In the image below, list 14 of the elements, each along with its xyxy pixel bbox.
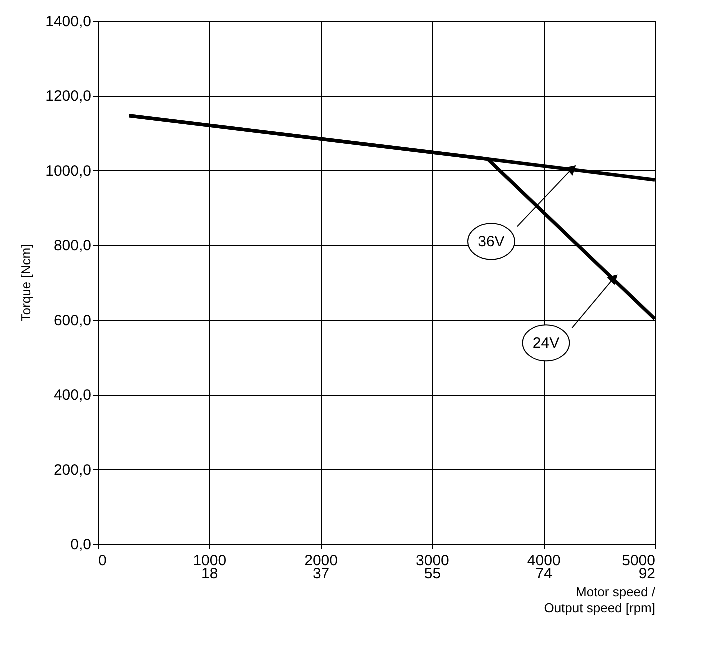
y-tick-label: 0,0 (70, 536, 92, 554)
y-axis-title: Torque [Ncm] (18, 244, 34, 322)
text: 24V (532, 335, 560, 352)
y-tick-label: 400,0 (54, 387, 92, 404)
y-tick-label: 1200,0 (46, 88, 92, 106)
y-tick-label: 800,0 (54, 238, 92, 255)
y-tick-label: 1000,0 (46, 162, 92, 180)
y-tick-label: 1400,0 (46, 14, 92, 30)
text: 36V (478, 234, 505, 251)
x-axis-title: Motor speed / (576, 584, 656, 600)
x2-axis-title: Output speed [rpm] (544, 600, 656, 616)
x-tick-label: 0 (98, 552, 107, 570)
y-tick-label: 200,0 (54, 462, 92, 479)
y-tick-label: 600,0 (54, 312, 92, 330)
